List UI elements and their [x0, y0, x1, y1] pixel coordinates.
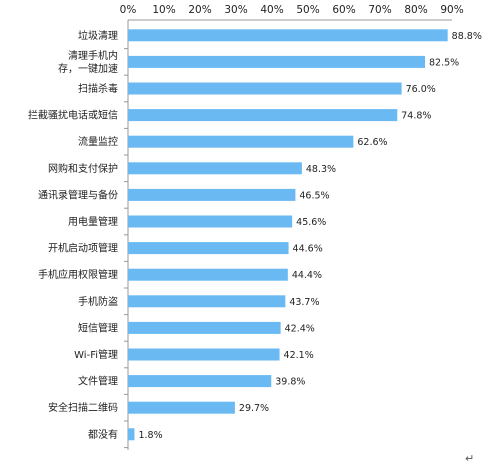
category-label: 通讯录管理与备份 [38, 188, 118, 201]
category-label: 网购和支付保护 [48, 162, 118, 175]
category-label: 短信管理 [78, 321, 118, 334]
data-label: 76.0% [406, 84, 436, 95]
bar [128, 215, 293, 228]
category-label: Wi-Fi管理 [74, 348, 118, 361]
bar [128, 55, 425, 68]
bar [128, 295, 286, 308]
bar [128, 375, 272, 388]
category-label: 都没有 [88, 428, 118, 441]
data-label: 82.5% [429, 57, 459, 68]
value-labels: 88.8% 82.5% 76.0% 74.8% 62.6% 48.3% 46.5% 45.6%… [138, 31, 481, 441]
category-labels: 垃圾清理清理手机内存，一键加速扫描杀毒拦截骚扰电话或短信流量监控网购和支付保护通… [28, 29, 118, 441]
x-tick-label: 0% [120, 4, 137, 16]
category-label: 清理手机内 [68, 49, 118, 62]
bar [128, 162, 302, 175]
data-label: 62.6% [357, 137, 387, 148]
data-label: 88.8% [452, 31, 482, 42]
data-label: 1.8% [138, 430, 162, 441]
data-label: 74.8% [401, 111, 431, 122]
data-label: 39.8% [275, 377, 305, 388]
bar [128, 268, 288, 281]
x-tick-label: 40% [260, 4, 283, 16]
category-label: 垃圾清理 [78, 29, 118, 42]
category-label: 拦截骚扰电话或短信 [28, 109, 118, 122]
bar [128, 29, 448, 42]
data-label: 42.4% [285, 323, 315, 334]
x-tick-label: 70% [368, 4, 391, 16]
data-label: 48.3% [306, 164, 336, 175]
category-label: 安全扫描二维码 [48, 401, 118, 414]
data-label: 42.1% [284, 350, 314, 361]
bar [128, 109, 398, 122]
category-label: 开机启动项管理 [48, 242, 118, 255]
category-label: 存，一键加速 [58, 62, 118, 75]
data-label: 43.7% [289, 297, 319, 308]
x-tick-label: 60% [332, 4, 355, 16]
data-label: 44.4% [292, 270, 322, 281]
bar [128, 188, 296, 201]
x-tick-label: 50% [296, 4, 319, 16]
data-label: 46.5% [299, 190, 329, 201]
bar [128, 348, 280, 361]
bar [128, 242, 289, 255]
x-tick-label: 80% [404, 4, 427, 16]
category-label: 手机防盗 [78, 295, 118, 308]
return-mark-icon: ↵ [465, 452, 474, 465]
category-label: 手机应用权限管理 [38, 268, 118, 281]
bar [128, 135, 354, 148]
data-label: 29.7% [239, 403, 269, 414]
category-label: 用电量管理 [68, 215, 118, 228]
data-label: 44.6% [293, 244, 323, 255]
x-tick-label: 20% [188, 4, 211, 16]
bar [128, 428, 135, 441]
x-tick-label: 30% [224, 4, 247, 16]
data-label: 45.6% [296, 217, 326, 228]
category-label: 流量监控 [78, 135, 118, 148]
category-label: 文件管理 [78, 375, 118, 388]
bars [128, 29, 448, 441]
bar [128, 401, 235, 414]
x-tick-label: 90% [440, 4, 463, 16]
category-label: 扫描杀毒 [78, 82, 118, 95]
x-tick-label: 10% [152, 4, 175, 16]
x-axis-ticks: 0% 10% 20% 30% 40% 50% 60% 70% 80% 90% [120, 4, 464, 16]
bar [128, 321, 281, 334]
bar [128, 82, 402, 95]
